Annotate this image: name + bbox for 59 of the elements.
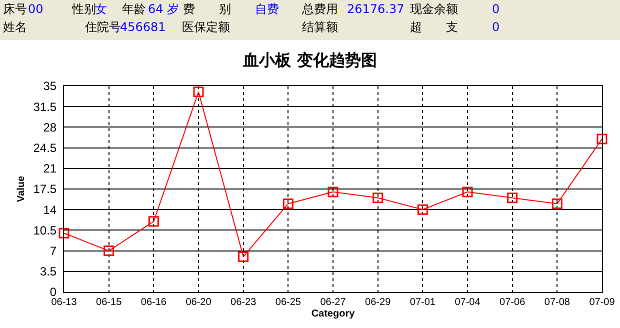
text: 结算额	[302, 20, 338, 34]
x-tick-label: 06-16	[140, 297, 167, 308]
y-tick-label: 17.5	[33, 182, 57, 196]
text: 床号	[3, 2, 27, 16]
point	[148, 216, 159, 227]
point	[193, 86, 204, 98]
point	[552, 198, 562, 209]
x-tick-label: 07-04	[454, 297, 481, 308]
y-tick-label: 7	[50, 244, 57, 258]
x-tick-label: 06-25	[275, 297, 302, 308]
y-tick-label: 24.5	[33, 141, 57, 155]
x-tick-label: 07-08	[544, 297, 570, 308]
text: 26176.37	[347, 2, 404, 16]
text: 现金余额	[410, 2, 458, 16]
text: 性别	[72, 2, 96, 16]
y-tick-label: 3.5	[40, 264, 57, 279]
x-tick-label: 06-13	[51, 297, 78, 308]
text: 超 支	[410, 20, 458, 34]
text: 00	[28, 2, 44, 16]
x-tick-label: 06-15	[96, 297, 122, 308]
x-tick-label: 06-27	[320, 297, 346, 308]
y-tick-label: 28	[43, 120, 57, 134]
text: 费 别	[183, 2, 231, 16]
point	[372, 192, 384, 204]
point	[596, 134, 608, 144]
x-tick-label: 06-20	[186, 297, 212, 308]
y-axis-title: Value	[16, 176, 28, 202]
y-tick-label: 10.5	[33, 223, 57, 238]
text: 64 岁	[148, 2, 180, 16]
point	[238, 251, 249, 262]
text: 456681	[120, 20, 166, 34]
text: 0	[492, 20, 500, 34]
chart-title: 血小板 变化趋势图	[242, 50, 377, 70]
x-axis-title: Category	[311, 308, 356, 320]
text: 自费	[255, 2, 279, 16]
point	[462, 186, 473, 198]
x-tick-label: 06-29	[365, 297, 392, 308]
text: 医保定额	[182, 20, 230, 34]
x-tick-label: 07-09	[589, 297, 616, 308]
y-tick-label: 14	[43, 202, 57, 217]
y-tick-label: 35	[43, 79, 57, 94]
x-tick-label: 07-06	[500, 297, 526, 308]
point	[417, 204, 428, 215]
point	[507, 192, 518, 204]
text: 0	[492, 2, 500, 16]
text: 姓名	[3, 20, 27, 34]
text: 住院号	[85, 20, 121, 34]
y-tick-label: 31.5	[33, 100, 57, 114]
y-tick-label: 0	[50, 285, 57, 300]
x-tick-label: 07-01	[410, 297, 436, 308]
text: 女	[95, 2, 107, 16]
text: 年龄	[122, 2, 146, 16]
point	[104, 246, 114, 256]
point	[58, 228, 70, 238]
point	[282, 198, 294, 209]
x-tick-label: 06-23	[230, 297, 257, 308]
y-tick-label: 21	[43, 162, 57, 176]
point	[328, 186, 338, 198]
text: 总费用	[302, 2, 338, 16]
